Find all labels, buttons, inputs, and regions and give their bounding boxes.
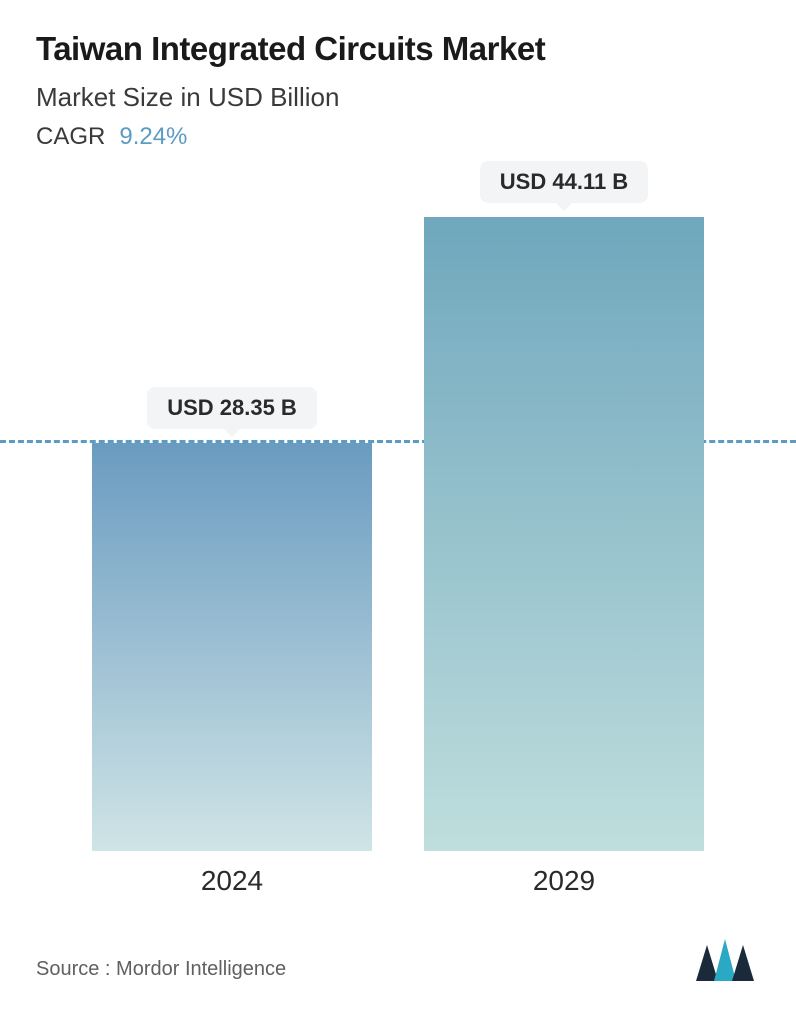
cagr-row: CAGR 9.24% [36, 123, 760, 151]
bar-1 [424, 217, 704, 851]
cagr-value: 9.24% [119, 123, 187, 151]
logo-shape-3 [732, 945, 754, 981]
bars-wrapper: USD 28.35 B USD 44.11 B [36, 161, 760, 851]
brand-logo-icon [696, 937, 760, 981]
bar-0 [92, 443, 372, 851]
x-label-1: 2029 [424, 865, 704, 897]
value-badge-0: USD 28.35 B [147, 387, 317, 429]
value-badge-1: USD 44.11 B [480, 161, 648, 203]
x-axis-labels: 2024 2029 [36, 851, 760, 897]
bar-column-1: USD 44.11 B [424, 161, 704, 851]
bar-column-0: USD 28.35 B [92, 387, 372, 851]
cagr-label: CAGR [36, 123, 105, 151]
chart-subtitle: Market Size in USD Billion [36, 82, 760, 113]
footer: Source : Mordor Intelligence [36, 897, 760, 981]
chart-plot-area: USD 28.35 B USD 44.11 B [36, 161, 760, 851]
source-text: Source : Mordor Intelligence [36, 958, 286, 981]
logo-shape-1 [696, 945, 718, 981]
x-label-0: 2024 [92, 865, 372, 897]
chart-title: Taiwan Integrated Circuits Market [36, 30, 760, 68]
chart-container: Taiwan Integrated Circuits Market Market… [0, 0, 796, 1034]
logo-shape-2 [714, 939, 736, 981]
